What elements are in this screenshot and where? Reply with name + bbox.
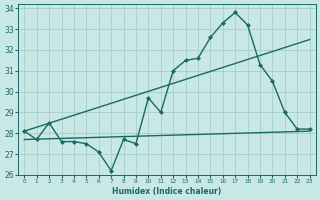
X-axis label: Humidex (Indice chaleur): Humidex (Indice chaleur) bbox=[112, 187, 221, 196]
